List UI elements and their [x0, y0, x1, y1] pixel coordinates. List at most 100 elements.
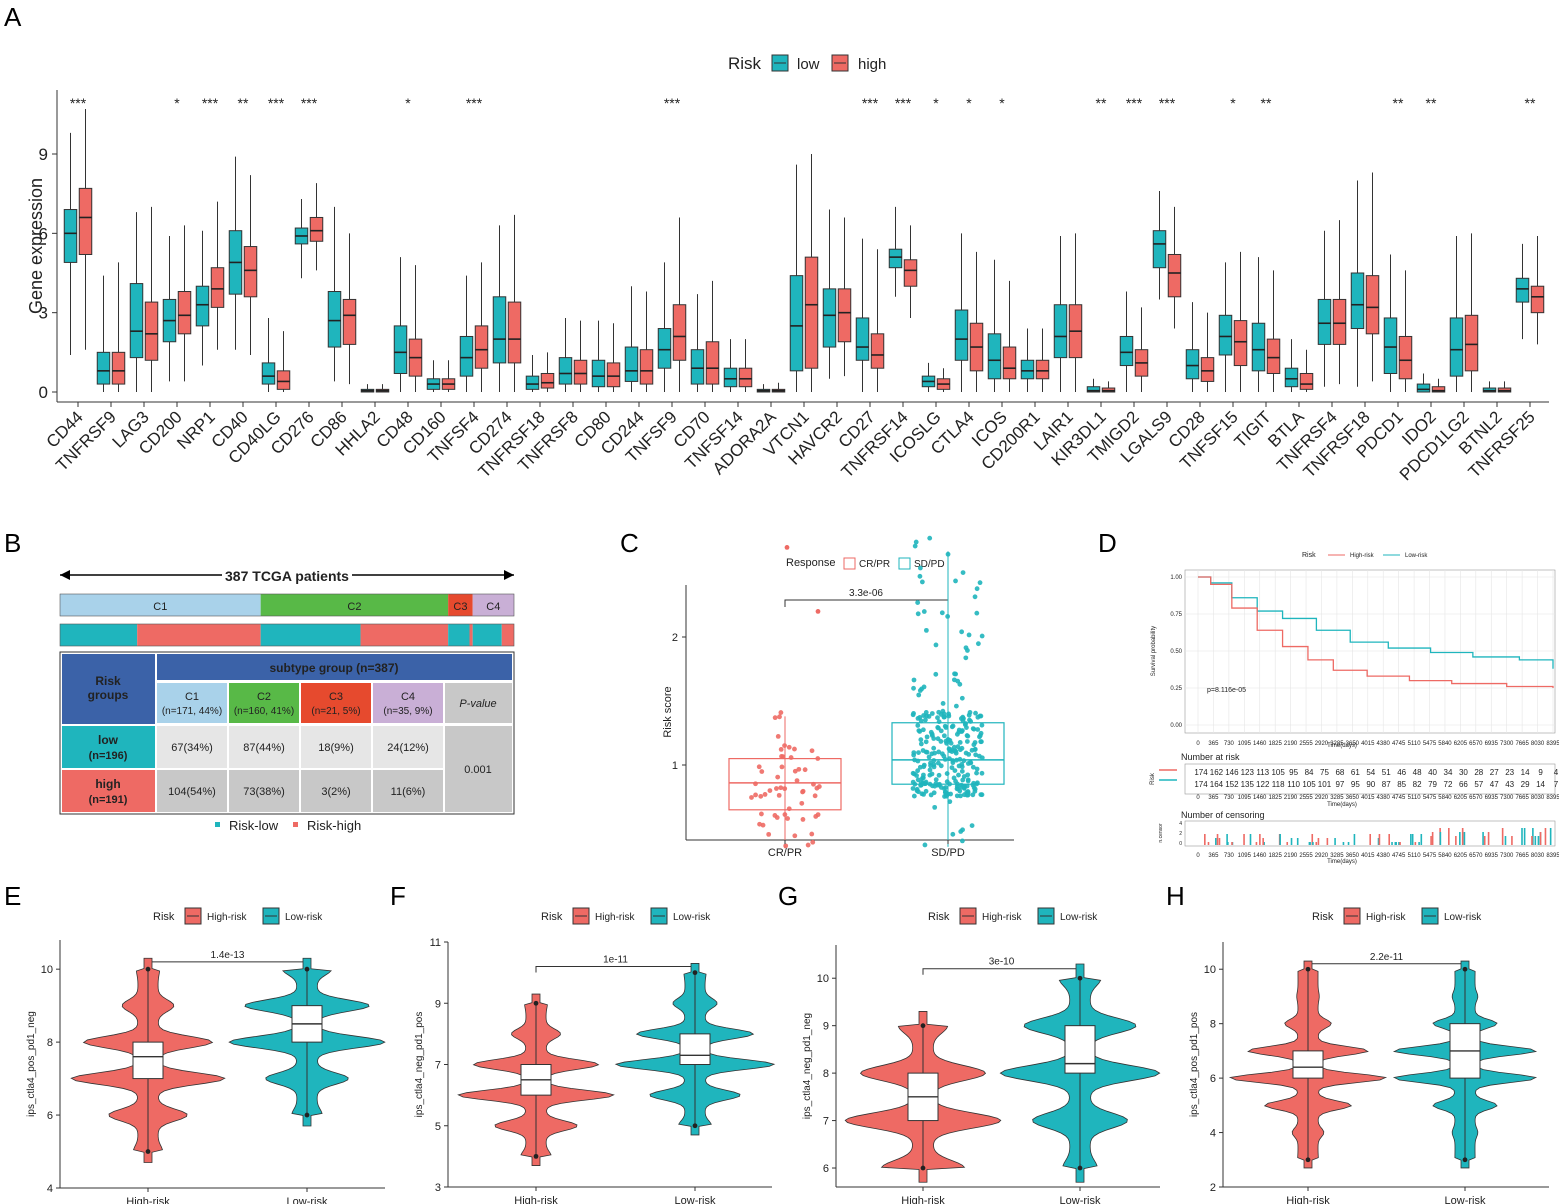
box-low	[822, 288, 837, 348]
box-low	[987, 333, 1002, 380]
data-point	[959, 629, 965, 635]
data-point	[974, 610, 980, 616]
data-point	[959, 838, 965, 844]
risk-strip-low	[472, 624, 502, 646]
x-axis-title: Time(days)	[1327, 743, 1357, 749]
data-point	[965, 772, 971, 778]
column-head-C4	[373, 683, 443, 723]
data-point	[766, 831, 772, 837]
data-point	[917, 565, 923, 571]
risk-count-high: 14	[1521, 768, 1530, 777]
data-point	[959, 728, 965, 733]
data-point	[931, 790, 937, 796]
censor-bar	[1216, 834, 1219, 845]
risk-x-tick-label: 3650	[1346, 795, 1360, 801]
censor-bar	[1523, 828, 1526, 845]
row-head-count: (n=191)	[89, 794, 128, 806]
data-point	[913, 539, 919, 545]
table-cell-value: 11(6%)	[391, 786, 426, 798]
risk-count-low: 152	[1225, 780, 1239, 789]
data-point	[792, 746, 797, 752]
data-point	[810, 839, 816, 845]
y-tick-label: 8	[1210, 1019, 1216, 1031]
table-title: 387 TCGA patients	[225, 568, 349, 584]
data-point	[960, 718, 966, 724]
data-point	[972, 747, 978, 752]
data-point	[933, 671, 939, 677]
panel-c-boxplot: 1 2 Risk score Response CR/PR SD/PD 3.3e-06 CR/…	[662, 535, 1014, 859]
data-point	[953, 578, 958, 584]
pvalue-label: 3e-10	[989, 957, 1015, 968]
legend-label-low: Low-risk	[673, 912, 711, 923]
risk-count-high: 48	[1413, 768, 1422, 777]
y-tick-label: 9	[39, 145, 48, 164]
data-point	[923, 739, 929, 745]
significance-mark: *	[1230, 95, 1236, 111]
data-point	[816, 784, 822, 789]
data-point	[979, 633, 985, 639]
box-high	[78, 187, 93, 255]
arrow-head-left	[60, 570, 70, 580]
risk-count-high: 162	[1210, 768, 1224, 777]
censor-bar	[1487, 832, 1490, 845]
risk-count-high: 23	[1505, 768, 1514, 777]
censor-bar	[1399, 842, 1401, 845]
risk-x-tick-label: 5840	[1438, 795, 1452, 801]
censor-x-tick-label: 2920	[1315, 853, 1329, 859]
risk-x-tick-label: 7665	[1515, 795, 1529, 801]
data-point	[929, 711, 935, 716]
censor-bar	[1398, 842, 1400, 845]
y-tick-label: 8	[823, 1068, 829, 1080]
risk-x-tick-label: 1095	[1238, 795, 1252, 801]
box-high	[1332, 298, 1347, 345]
x-tick-label: Low-risk	[1060, 1195, 1101, 1204]
data-point	[964, 792, 970, 798]
censor-bar	[1544, 828, 1547, 845]
data-point	[956, 729, 962, 735]
data-point	[977, 734, 982, 740]
risk-count-high: 84	[1305, 768, 1314, 777]
data-point	[785, 816, 790, 821]
data-point	[978, 739, 984, 745]
data-point	[932, 750, 938, 756]
data-point	[910, 770, 916, 776]
censor-bar	[1296, 838, 1299, 845]
data-point	[952, 768, 958, 773]
box-high	[1035, 359, 1050, 380]
risk-count-high: 123	[1241, 768, 1255, 777]
box-high	[1200, 357, 1215, 382]
outlier-point	[1305, 1157, 1311, 1163]
data-point	[924, 713, 929, 719]
legend-label-high: High-risk	[1366, 912, 1406, 923]
risk-count-low: 82	[1413, 780, 1422, 789]
y-tick-label: 2	[672, 632, 678, 644]
risk-count-low: 118	[1272, 780, 1285, 789]
data-point	[916, 750, 921, 755]
data-point	[935, 760, 941, 766]
data-point	[915, 768, 921, 774]
data-point	[778, 785, 784, 791]
outlier-point	[533, 1000, 539, 1006]
data-point	[965, 648, 970, 653]
risk-count-low: 90	[1366, 780, 1375, 789]
data-point	[911, 752, 917, 758]
data-point	[943, 725, 949, 730]
risk-x-tick-label: 365	[1208, 795, 1219, 801]
censor-y-tick: 4	[1179, 821, 1182, 827]
risk-count-low: 29	[1521, 780, 1530, 789]
box-high	[243, 246, 258, 298]
y-tick-label: 10	[41, 964, 53, 976]
censor-bar	[1388, 834, 1391, 845]
data-point	[915, 715, 921, 721]
panel-letter-b: B	[4, 528, 21, 558]
column-head-C2	[229, 683, 299, 723]
significance-mark: ***	[1159, 95, 1176, 111]
data-point	[920, 775, 926, 781]
box-low	[888, 248, 903, 269]
box-low	[1515, 277, 1530, 303]
data-point	[979, 770, 985, 776]
x-tick-label: 6205	[1454, 741, 1468, 747]
risk-count-low: 174	[1194, 780, 1208, 789]
pvalue-cell	[445, 726, 512, 812]
data-point	[794, 778, 800, 783]
